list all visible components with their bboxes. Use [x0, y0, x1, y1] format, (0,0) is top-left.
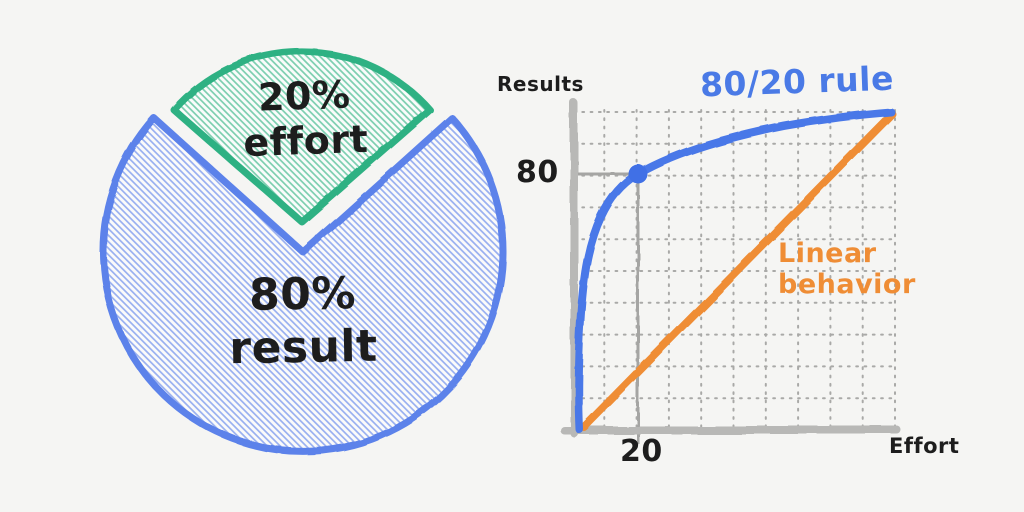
pie-slice-80-value: 80% — [248, 268, 357, 321]
pie-slice-80-name: result — [228, 320, 378, 375]
linear-series-label: Linear behavior — [778, 238, 916, 300]
pie-slice-20-label: 20% effort — [213, 71, 396, 167]
point-20-80-marker — [628, 164, 648, 184]
x-axis-title: Effort — [889, 434, 960, 458]
pie-slice-80-label: 80% result — [207, 266, 399, 375]
pareto-series-label: 80/20 rule — [699, 58, 895, 105]
linear-series-line — [580, 110, 896, 431]
pie-slice-80-result — [99, 114, 507, 455]
pie-slice-20-value: 20% — [257, 72, 352, 120]
line-chart — [560, 99, 901, 444]
pie-slice-20-name: effort — [242, 116, 369, 166]
pie-slice-20-effort — [170, 48, 434, 226]
pie-chart — [99, 48, 507, 455]
x-tick-20: 20 — [620, 434, 663, 469]
y-axis-title: Results — [497, 72, 584, 96]
y-tick-80: 80 — [516, 155, 559, 190]
